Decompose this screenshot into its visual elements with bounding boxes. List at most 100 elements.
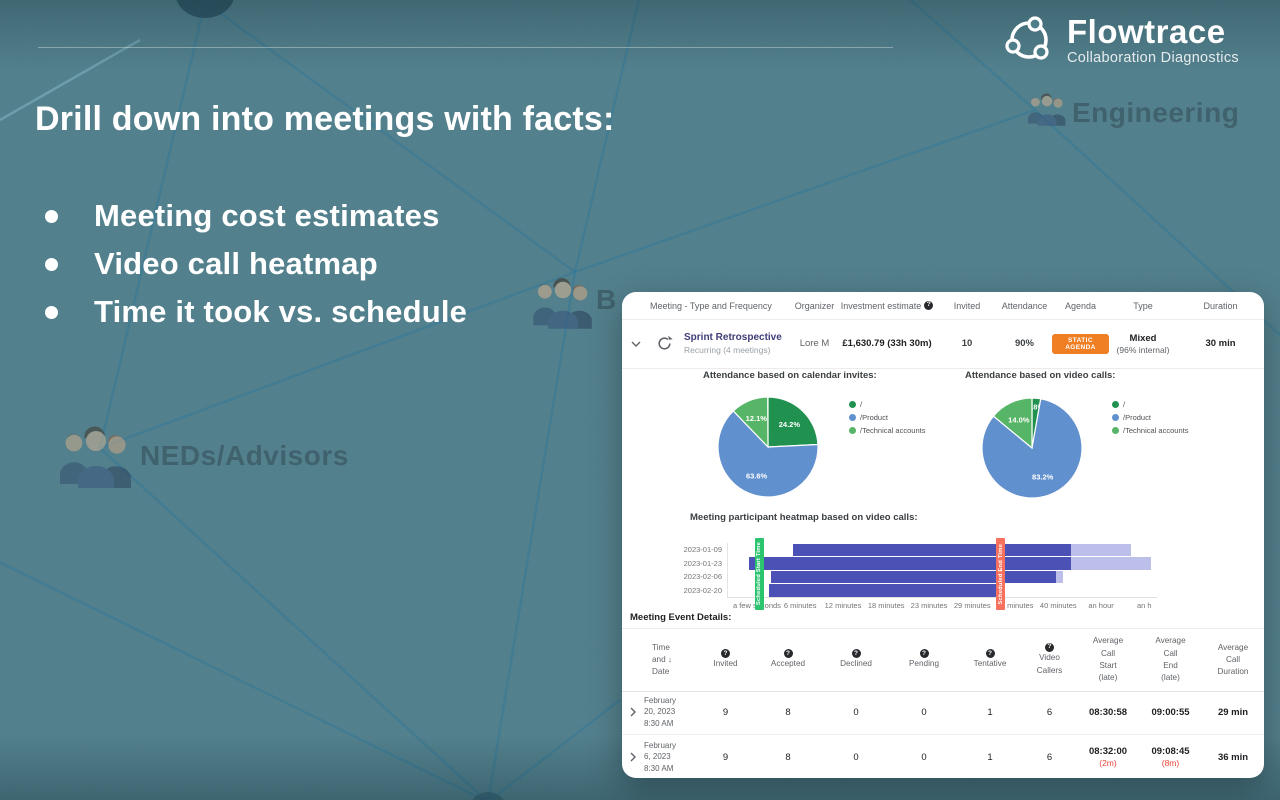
legend-dot bbox=[849, 401, 856, 408]
column-organizer: Organizer bbox=[794, 300, 835, 311]
help-icon[interactable]: ? bbox=[851, 649, 861, 659]
column-label-line: and ↓ bbox=[652, 654, 673, 664]
legend-item: / bbox=[849, 400, 925, 409]
heatmap-tick-label: 40 minutes bbox=[1039, 601, 1077, 610]
bullet-dot bbox=[45, 305, 58, 319]
heatmap-tick-label: an h bbox=[1136, 601, 1152, 610]
pie-slice bbox=[717, 410, 819, 498]
heatmap-row bbox=[728, 557, 1156, 571]
detail-avg_end: 09:00:55 bbox=[1151, 706, 1190, 718]
pie1-legend: / /Product/Technical accounts bbox=[849, 400, 925, 439]
meeting-invited: 10 bbox=[961, 338, 973, 349]
column-label-line: Start bbox=[1099, 661, 1117, 670]
meeting-organizer: Lore M bbox=[799, 338, 830, 349]
column-label-line: Accepted bbox=[770, 659, 806, 669]
column-label-line: Average bbox=[1092, 636, 1124, 646]
detail-column-pending: ? Pending bbox=[890, 649, 958, 670]
heatmap-tick-label: 18 minutes bbox=[867, 601, 905, 610]
meeting-type: Mixed bbox=[1129, 332, 1157, 344]
column-label-line: Invited bbox=[713, 659, 738, 669]
column-label-line: Callers bbox=[1036, 665, 1063, 675]
help-icon[interactable]: ? bbox=[783, 649, 793, 659]
legend-item: /Technical accounts bbox=[1112, 426, 1188, 435]
flowtrace-logo: Flowtrace Collaboration Diagnostics bbox=[1003, 14, 1239, 66]
detail-date: February 6, 2023 8:30 AM bbox=[644, 741, 677, 773]
legend-label: /Technical accounts bbox=[860, 426, 926, 435]
help-icon[interactable]: ? bbox=[924, 301, 934, 310]
refresh-icon[interactable] bbox=[650, 335, 678, 352]
pie-slice bbox=[732, 396, 769, 449]
meeting-name[interactable]: Sprint Retrospective bbox=[684, 332, 782, 343]
detail-accepted: 8 bbox=[785, 706, 791, 718]
column-label-line: Call bbox=[1225, 654, 1241, 664]
slide-heading: Drill down into meetings with facts: bbox=[35, 100, 615, 138]
heatmap-axis-line bbox=[727, 597, 1157, 598]
meeting-investment: £1,630.79 (33h 30m) bbox=[842, 338, 932, 349]
top-divider-line bbox=[38, 47, 893, 48]
bullet-dot bbox=[45, 257, 58, 271]
bullet-text: Meeting cost estimates bbox=[94, 198, 440, 233]
chevron-right-icon[interactable] bbox=[622, 707, 644, 717]
meeting-row[interactable]: Sprint Retrospective Recurring (4 meetin… bbox=[622, 319, 1264, 369]
pie-value-label: 14.0% bbox=[1008, 416, 1030, 425]
scheduled-start-marker: Scheduled Start Time bbox=[754, 538, 764, 610]
event-detail-row[interactable]: February 20, 2023 8:30 AM 9 8 0 0 1 6 08:30:58 09:… bbox=[622, 690, 1264, 734]
column-label-line: (late) bbox=[1161, 673, 1180, 683]
detail-tentative: 1 bbox=[987, 751, 993, 763]
legend-label: /Product bbox=[1123, 413, 1151, 422]
column-label-line: (late) bbox=[1098, 673, 1118, 683]
bullet-dot bbox=[45, 209, 58, 223]
heatmap-row-label: 2023-01-09 bbox=[683, 545, 722, 554]
meetings-table-header: Meeting - Type and Frequency Organizer I… bbox=[622, 292, 1264, 320]
heatmap-tick-label: an hour bbox=[1088, 601, 1114, 610]
heatmap-tick-label: 12 minutes bbox=[824, 601, 862, 610]
column-meeting-type: Meeting - Type and Frequency bbox=[650, 300, 772, 311]
heatmap-row bbox=[728, 543, 1156, 557]
detail-declined: 0 bbox=[853, 751, 859, 763]
marker-label: Scheduled End Time bbox=[997, 543, 1004, 605]
event-detail-row[interactable]: February 6, 2023 8:30 AM 9 8 0 0 1 6 08:32:00 (2m)… bbox=[622, 734, 1264, 778]
pie-chart-calendar-invites: 24.2% 63.6% 12.1% bbox=[717, 396, 819, 498]
column-label-line: Call bbox=[1163, 648, 1178, 658]
chevron-down-icon[interactable] bbox=[622, 341, 650, 347]
column-label-line: Pending bbox=[908, 659, 940, 669]
detail-video_callers: 6 bbox=[1046, 751, 1053, 763]
heatmap-bar-light bbox=[1055, 570, 1063, 583]
bullet-item: Meeting cost estimates bbox=[35, 192, 467, 240]
help-icon[interactable]: ? bbox=[1045, 643, 1054, 653]
help-icon[interactable]: ? bbox=[919, 649, 929, 659]
detail-invited: 9 bbox=[722, 751, 729, 763]
pie1-title: Attendance based on calendar invites: bbox=[703, 370, 877, 381]
bullet-item: Time it took vs. schedule bbox=[35, 288, 467, 336]
help-icon[interactable]: ? bbox=[721, 649, 730, 659]
detail-date: February 20, 2023 8:30 AM bbox=[644, 696, 677, 728]
help-icon[interactable]: ? bbox=[985, 649, 995, 659]
heatmap-title: Meeting participant heatmap based on vid… bbox=[690, 512, 918, 523]
heatmap-y-labels: 2023-01-09 2023-01-23 2023-02-06 2023-02-20 bbox=[652, 543, 722, 597]
detail-pending: 0 bbox=[921, 706, 927, 718]
detail-column-declined: ? Declined bbox=[822, 649, 890, 670]
bullet-text: Time it took vs. schedule bbox=[94, 294, 468, 329]
pie-slice bbox=[992, 397, 1033, 450]
column-investment-label: Investment estimate bbox=[840, 300, 922, 311]
heatmap-tick-label: 6 minutes bbox=[783, 601, 817, 610]
column-agenda: Agenda bbox=[1064, 300, 1097, 311]
heatmap-x-ticks: a few seconds 6 minutes 12 minutes 18 minut… bbox=[727, 601, 1155, 613]
heatmap-tick-label: 23 minutes bbox=[910, 601, 948, 610]
column-attendance: Attendance bbox=[1001, 300, 1048, 311]
heatmap-tick-label: 29 minutes bbox=[953, 601, 991, 610]
pie-value-label: 2.8% bbox=[1027, 403, 1044, 412]
detail-avg_end: 09:08:45 (8m) bbox=[1151, 746, 1190, 768]
chevron-right-icon[interactable] bbox=[622, 752, 644, 762]
pie-value-label: 12.1% bbox=[746, 414, 768, 423]
static-agenda-badge: STATIC AGENDA bbox=[1052, 333, 1109, 354]
heatmap-plot bbox=[727, 543, 1156, 597]
column-label-line: Video bbox=[1039, 653, 1060, 663]
logo-tagline: Collaboration Diagnostics bbox=[1067, 49, 1239, 66]
detail-duration: 36 min bbox=[1217, 751, 1249, 763]
heatmap-row-label: 2023-01-23 bbox=[683, 558, 722, 568]
meeting-duration: 30 min bbox=[1205, 338, 1236, 349]
logo-name: Flowtrace bbox=[1067, 12, 1226, 50]
pie-chart-video-calls: 2.8% 83.2% 14.0% bbox=[981, 397, 1083, 499]
